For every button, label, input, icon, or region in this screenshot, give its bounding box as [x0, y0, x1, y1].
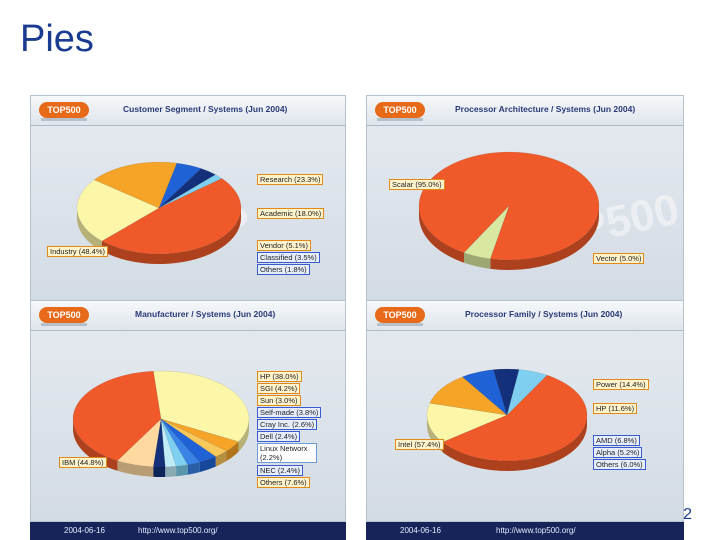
pie-slice-side — [419, 206, 464, 263]
chart-panel-processor-family: TOP500 Processor Family / Systems (Jun 2… — [366, 300, 684, 522]
top500-logo: TOP500 — [375, 102, 425, 118]
panel-header: TOP500 Manufacturer / Systems (Jun 2004) — [31, 301, 345, 331]
slice-label-academic: Academic (18.0%) — [257, 208, 325, 219]
chart-panel-customer-segment: TOP500 Customer Segment / Systems (Jun 2… — [30, 95, 346, 301]
slice-label-others: Others (6.0%) — [593, 459, 646, 470]
footer-date: 2004-06-16 — [64, 526, 105, 535]
slice-label-classified: Classified (3.5%) — [257, 252, 320, 263]
pie-chart-processor-architecture — [418, 151, 600, 270]
slice-label-ibm: IBM (44.8%) — [59, 457, 107, 468]
slice-label-industry: Industry (48.4%) — [47, 246, 109, 257]
footer-url[interactable]: http://www.top500.org/ — [138, 526, 218, 535]
slice-label-vector: Vector (5.0%) — [593, 253, 645, 264]
slice-label-others: Others (7.6%) — [257, 477, 310, 488]
pie-slice-side — [165, 466, 177, 477]
slice-label-linux-networx: Linux Networx (2.2%) — [257, 443, 317, 463]
pie-slice-side — [153, 466, 166, 477]
slice-label-sun: Sun (3.0%) — [257, 395, 301, 406]
pie-slice — [418, 151, 600, 261]
pie-slice — [158, 174, 223, 209]
pie-slice-side — [117, 460, 154, 477]
pie-slice — [160, 418, 201, 466]
slide-title: Pies — [20, 18, 94, 60]
pie-slice — [461, 369, 508, 416]
pie-slice — [160, 418, 217, 463]
pie-slice-side — [442, 415, 587, 471]
pie-chart-manufacturer — [72, 370, 250, 477]
top500-logo: TOP500 — [39, 307, 89, 323]
slice-label-nec: NEC (2.4%) — [257, 465, 304, 476]
pie-slice — [441, 374, 588, 462]
slice-label-others: Others (1.8%) — [257, 264, 310, 275]
pie-slice — [152, 418, 166, 468]
slice-label-dell: Dell (2.4%) — [257, 431, 301, 442]
chart-panel-processor-architecture: TOP500 Processor Architecture / Systems … — [366, 95, 684, 301]
slice-label-scalar: Scalar (95.0%) — [389, 179, 445, 190]
slice-label-hp: HP (11.6%) — [593, 403, 638, 414]
pie-slice — [72, 370, 162, 461]
slice-label-self-made: Self-made (3.8%) — [257, 407, 322, 418]
pie-slice — [463, 205, 510, 260]
pie-slice — [160, 418, 239, 452]
pie-slice — [153, 370, 250, 442]
logo-underline — [377, 118, 423, 121]
pie-slice — [160, 418, 228, 457]
chart-panel-manufacturer: TOP500 Manufacturer / Systems (Jun 2004)… — [30, 300, 346, 522]
panel-header: TOP500 Processor Architecture / Systems … — [367, 96, 683, 126]
pie-slice — [158, 162, 202, 209]
pie-slice — [116, 418, 162, 468]
pie-slice-side — [199, 456, 216, 473]
panel-header: TOP500 Processor Family / Systems (Jun 2… — [367, 301, 683, 331]
chart-title: Processor Family / Systems (Jun 2004) — [465, 309, 623, 319]
top500-logo: TOP500 — [375, 307, 425, 323]
pie-slice — [93, 161, 178, 209]
slice-label-alpha: Alpha (5.2%) — [593, 447, 643, 458]
chart-title: Processor Architecture / Systems (Jun 20… — [455, 104, 636, 114]
slice-label-power: Power (14.4%) — [593, 379, 649, 390]
pie-slice — [160, 418, 177, 468]
footer-bar-right: 2004-06-16 http://www.top500.org/ — [366, 522, 684, 540]
footer-url[interactable]: http://www.top500.org/ — [496, 526, 576, 535]
pie-chart-processor-family — [426, 368, 588, 471]
pie-slice-side — [238, 419, 249, 452]
logo-underline — [41, 118, 87, 121]
pie-slice — [429, 376, 508, 416]
pie-slice — [160, 418, 189, 467]
pie-slice-side — [226, 441, 239, 462]
pie-slice-side — [215, 451, 227, 467]
pie-slice — [101, 178, 242, 255]
pie-slice — [506, 369, 548, 416]
slice-label-cray: Cray Inc. (2.6%) — [257, 419, 318, 430]
pie-slice — [158, 168, 216, 209]
pie-slice-side — [464, 252, 491, 269]
slice-label-research: Research (23.3%) — [257, 174, 324, 185]
logo-underline — [377, 323, 423, 326]
pie-slice-side — [176, 464, 188, 477]
pie-chart-customer-segment — [76, 161, 242, 264]
chart-title: Customer Segment / Systems (Jun 2004) — [123, 104, 288, 114]
slice-label-sgi: SGI (4.2%) — [257, 383, 301, 394]
slice-label-vendor: Vendor (5.1%) — [257, 240, 311, 251]
pie-slice — [76, 179, 160, 242]
footer-bar-left: 2004-06-16 http://www.top500.org/ — [30, 522, 346, 540]
slice-label-amd: AMD (6.8%) — [593, 435, 640, 446]
pie-slice-side — [77, 208, 102, 252]
slice-label-hp: HP (38.0%) — [257, 371, 302, 382]
footer-date: 2004-06-16 — [400, 526, 441, 535]
top500-logo: TOP500 — [39, 102, 89, 118]
pie-slice-side — [490, 206, 599, 270]
pie-slice-side — [101, 208, 241, 264]
panel-header: TOP500 Customer Segment / Systems (Jun 2… — [31, 96, 345, 126]
pie-slice-side — [187, 462, 200, 475]
logo-underline — [41, 323, 87, 326]
page-number: 2 — [683, 506, 692, 523]
chart-title: Manufacturer / Systems (Jun 2004) — [135, 309, 276, 319]
slice-label-intel: Intel (57.4%) — [395, 439, 444, 450]
pie-slice — [493, 368, 520, 416]
